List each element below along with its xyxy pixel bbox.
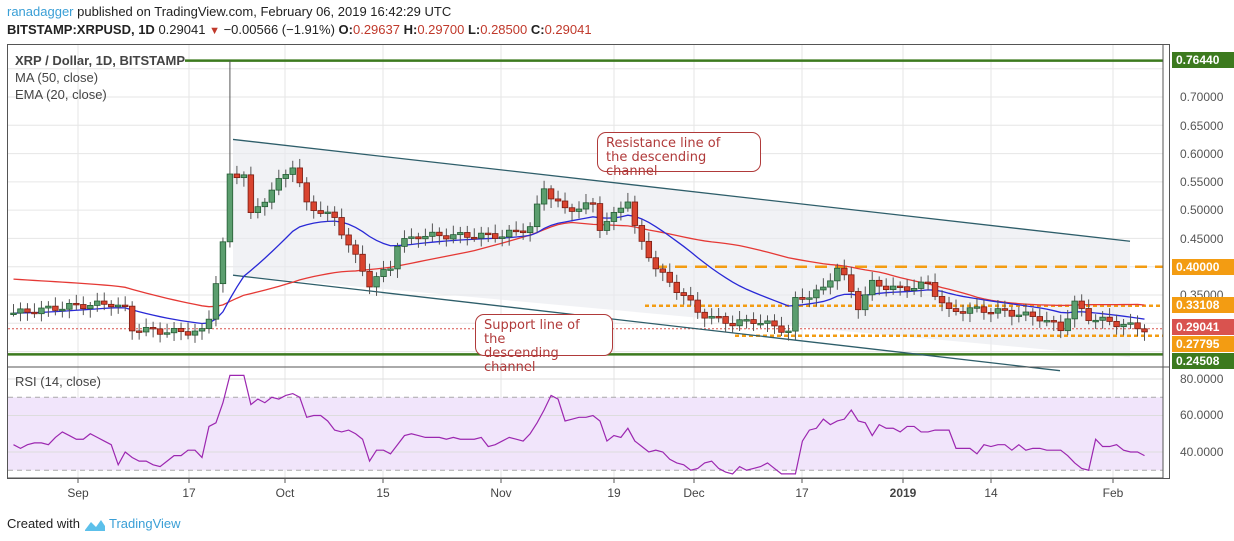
open-value: 0.29637	[352, 22, 400, 37]
price-tick: 0.65000	[1180, 119, 1224, 133]
close-value: 0.29041	[544, 22, 592, 37]
price-tag-last: 0.29041	[1172, 319, 1234, 335]
rsi-grid	[8, 378, 1163, 471]
support-line	[232, 274, 1061, 372]
published-text: published on TradingView.com, February 0…	[77, 4, 452, 19]
high-value: 0.29700	[417, 22, 465, 37]
price-tick: 0.50000	[1180, 203, 1224, 217]
price-tick: 0.45000	[1180, 232, 1224, 246]
ma50-line	[13, 221, 1145, 308]
resistance-callout-line1: Resistance line of	[606, 136, 721, 151]
time-label: 19	[607, 486, 621, 500]
price-tag-low: 0.24508	[1172, 353, 1234, 369]
price-change: −0.00566 (−1.91%)	[223, 22, 335, 37]
rsi-tick: 40.0000	[1180, 445, 1224, 459]
price-tag-resistance: 0.40000	[1172, 259, 1234, 275]
ema20-line	[13, 214, 1145, 325]
created-with-text: Created with	[7, 516, 80, 531]
descending-channel-fill	[233, 139, 1130, 358]
price-tag-support: 0.27795	[1172, 336, 1234, 352]
price-tag-level: 0.33108	[1172, 297, 1234, 313]
legend-rsi: RSI (14, close)	[15, 374, 101, 389]
price-tag-high: 0.76440	[1172, 52, 1234, 68]
support-callout-line1: Support line of the	[484, 318, 580, 347]
tradingview-link[interactable]: TradingView	[109, 516, 181, 531]
time-label: 2019	[889, 486, 917, 500]
last-price: 0.29041	[158, 22, 206, 37]
tradingview-logo-icon	[84, 519, 105, 531]
resistance-callout-line2: the descending channel	[606, 150, 707, 179]
low-label: L:	[467, 22, 481, 37]
time-label: Feb	[1102, 486, 1124, 500]
price-tick: 0.55000	[1180, 175, 1224, 189]
close-label: C:	[530, 22, 545, 37]
time-label: 14	[984, 486, 998, 500]
time-label: 17	[795, 486, 809, 500]
publish-info: ranadagger published on TradingView.com,…	[7, 4, 451, 19]
legend-title: XRP / Dollar, 1D, BITSTAMP	[15, 53, 185, 68]
low-value: 0.28500	[480, 22, 528, 37]
time-label: Nov	[490, 486, 512, 500]
symbol-label: BITSTAMP:XRPUSD, 1D	[7, 22, 155, 37]
high-label: H:	[403, 22, 418, 37]
legend-ma: MA (50, close)	[15, 70, 99, 85]
time-label: 17	[182, 486, 196, 500]
resistance-line	[232, 138, 1131, 242]
support-callout-line2: descending channel	[484, 346, 559, 375]
rsi-band	[8, 397, 1163, 471]
rsi-line	[13, 374, 1145, 475]
support-callout: Support line of the descending channel	[475, 314, 613, 375]
candlesticks	[10, 60, 1148, 343]
footer: Created with TradingView	[7, 516, 181, 532]
time-label: 15	[376, 486, 390, 500]
down-arrow-icon: ▼	[209, 25, 220, 37]
author-link[interactable]: ranadagger	[7, 4, 74, 19]
rsi-tick: 60.0000	[1180, 408, 1224, 422]
rsi-tick: 80.0000	[1180, 372, 1224, 386]
open-label: O:	[338, 22, 353, 37]
time-label: Oct	[275, 486, 295, 500]
resistance-callout: Resistance line of the descending channe…	[597, 132, 761, 179]
time-label: Dec	[683, 486, 705, 500]
time-label: Sep	[67, 486, 89, 500]
price-tick: 0.60000	[1180, 147, 1224, 161]
time-axis-ticks	[77, 478, 1114, 483]
legend-ema: EMA (20, close)	[15, 87, 107, 102]
symbol-info: BITSTAMP:XRPUSD, 1D 0.29041 ▼ −0.00566 (…	[7, 22, 592, 37]
price-tick: 0.70000	[1180, 90, 1224, 104]
